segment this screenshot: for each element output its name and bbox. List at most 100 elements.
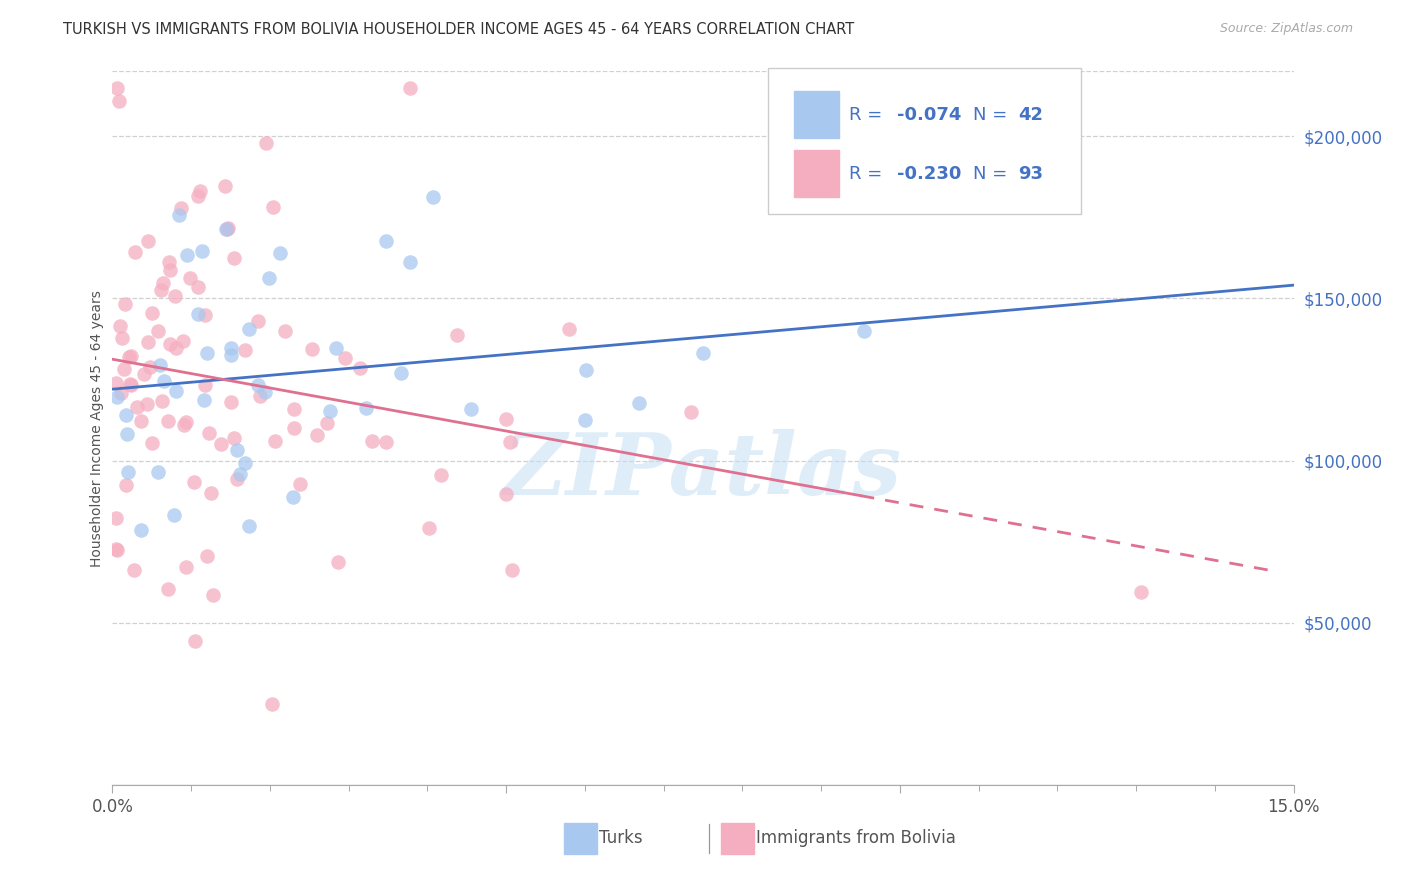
Text: -0.074: -0.074 xyxy=(897,105,962,123)
Point xyxy=(281,490,304,504)
Point xyxy=(692,345,714,359)
Text: R =: R = xyxy=(849,105,889,123)
Point xyxy=(135,396,157,410)
Point xyxy=(105,376,128,390)
Point xyxy=(215,222,238,236)
Point xyxy=(202,588,225,602)
Point xyxy=(129,414,152,428)
Point xyxy=(105,80,128,95)
Text: 42: 42 xyxy=(1018,105,1043,123)
Point xyxy=(146,324,169,338)
Point xyxy=(222,252,245,266)
Point xyxy=(120,376,142,391)
Point xyxy=(283,421,305,435)
Point xyxy=(219,342,242,356)
Text: Immigrants from Bolivia: Immigrants from Bolivia xyxy=(756,830,956,847)
Point xyxy=(172,334,194,348)
Point xyxy=(111,331,134,345)
Point xyxy=(193,392,215,407)
Point xyxy=(138,360,160,375)
Point xyxy=(274,324,297,338)
Point xyxy=(229,467,252,481)
Point xyxy=(112,361,135,376)
Point xyxy=(399,254,422,268)
Text: Source: ZipAtlas.com: Source: ZipAtlas.com xyxy=(1219,22,1353,36)
Point xyxy=(124,245,146,260)
Point xyxy=(110,385,132,400)
Point xyxy=(198,426,221,441)
Point xyxy=(429,468,451,483)
Point xyxy=(136,334,159,349)
Point xyxy=(679,404,702,418)
Point xyxy=(115,409,138,423)
Point xyxy=(333,351,356,365)
Point xyxy=(165,289,187,303)
Point xyxy=(122,563,145,577)
Point xyxy=(200,486,222,500)
Point xyxy=(460,401,482,416)
Point xyxy=(374,435,396,450)
Point xyxy=(221,394,243,409)
Point xyxy=(233,457,256,471)
Text: ZIPatlas: ZIPatlas xyxy=(503,429,903,513)
Point xyxy=(157,414,180,428)
Point xyxy=(105,511,128,525)
Point xyxy=(253,385,276,400)
Point xyxy=(628,395,651,409)
Point xyxy=(247,314,270,328)
Point xyxy=(495,411,517,425)
Point xyxy=(238,519,260,533)
Point xyxy=(238,322,260,336)
Point xyxy=(325,341,347,355)
Text: N =: N = xyxy=(973,105,1014,123)
Point xyxy=(150,393,173,408)
Point xyxy=(233,343,256,357)
Point xyxy=(149,283,172,297)
Point xyxy=(574,363,596,377)
Point xyxy=(260,697,283,711)
Point xyxy=(307,427,329,442)
Point xyxy=(115,427,138,442)
Text: R =: R = xyxy=(849,165,889,183)
FancyBboxPatch shape xyxy=(721,822,754,855)
Point xyxy=(195,345,218,359)
Point xyxy=(224,431,246,445)
Point xyxy=(558,321,581,335)
Point xyxy=(187,188,209,202)
FancyBboxPatch shape xyxy=(794,91,839,138)
Point xyxy=(114,478,136,492)
Point xyxy=(214,179,236,194)
Point xyxy=(225,442,247,457)
Point xyxy=(107,390,129,404)
Point xyxy=(108,95,131,109)
Point xyxy=(418,521,440,535)
Point xyxy=(136,234,159,248)
Point xyxy=(146,465,169,479)
Point xyxy=(217,221,239,235)
Point xyxy=(169,202,191,216)
Point xyxy=(156,582,179,596)
Point xyxy=(174,559,197,574)
Point xyxy=(120,349,142,363)
Point xyxy=(215,222,238,236)
Text: Turks: Turks xyxy=(599,830,643,847)
Point xyxy=(211,436,233,450)
Point xyxy=(269,246,291,260)
Point xyxy=(852,324,875,338)
Point xyxy=(349,361,371,376)
Point xyxy=(226,472,249,486)
Point xyxy=(249,389,271,403)
Point xyxy=(247,378,270,392)
Point xyxy=(194,377,217,392)
Point xyxy=(179,270,201,285)
Point xyxy=(105,543,128,558)
Point xyxy=(152,277,174,291)
Point xyxy=(173,418,195,433)
Point xyxy=(165,384,187,399)
Point xyxy=(319,404,342,418)
Point xyxy=(499,435,522,450)
Point xyxy=(108,319,131,334)
Point xyxy=(105,542,128,557)
Point xyxy=(1130,585,1153,599)
Point xyxy=(187,307,209,321)
